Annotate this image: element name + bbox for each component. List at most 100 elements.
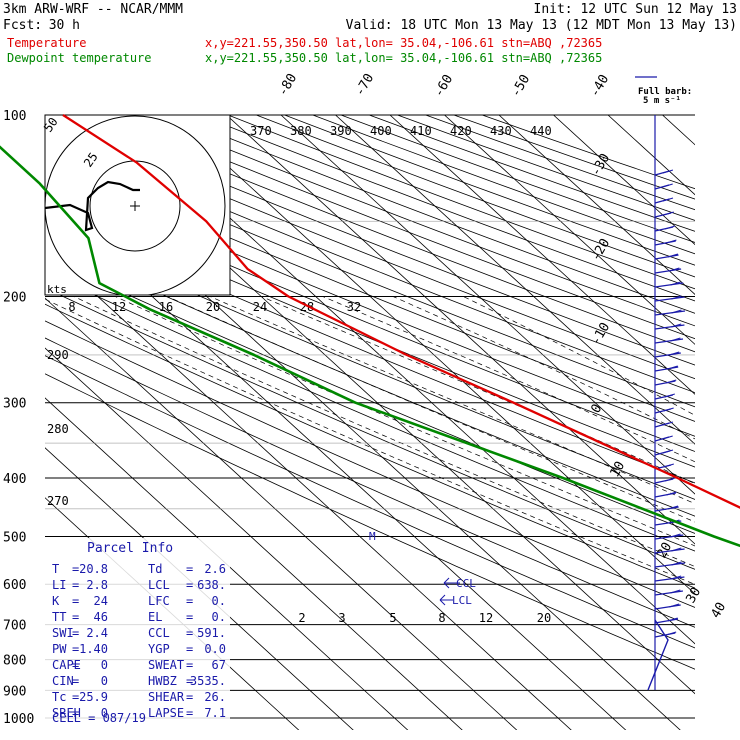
parcel-param-eq: = [186, 610, 193, 624]
parcel-param-eq: = [72, 562, 79, 576]
isotherm-label: -50 [508, 72, 533, 100]
ccl-label: CCL [456, 577, 476, 590]
parcel-param-eq: = [72, 626, 79, 640]
pressure-tick-label: 1000 [3, 712, 34, 727]
moist-adiabat-line [73, 296, 695, 567]
theta-label: 420 [450, 124, 472, 138]
dry-adiabat-line [45, 226, 695, 500]
wind-barb-flag [664, 225, 676, 230]
pressure-tick-label: 300 [3, 397, 26, 412]
wind-barb [654, 310, 686, 316]
parcel-param-eq: = [186, 578, 193, 592]
dry-adiabat-line [45, 256, 695, 534]
dry-adiabat-line [45, 212, 695, 484]
wind-barb-flag [664, 393, 675, 398]
isotherm-line [171, 115, 695, 595]
pressure-tick-label: 500 [3, 530, 26, 545]
theta-label: 390 [330, 124, 352, 138]
parcel-param-label: K [52, 594, 60, 608]
pressure-tick-label: 900 [3, 684, 26, 699]
forecast-hour: 30 h [49, 18, 80, 33]
pressure-tick-label: 600 [3, 578, 26, 593]
parcel-param-value: 0. [212, 610, 226, 624]
theta-label: 380 [290, 124, 312, 138]
theta-label: 270 [47, 494, 69, 508]
wind-barb [654, 268, 682, 274]
speed-label: 24 [253, 300, 267, 314]
wind-barb-flag [666, 491, 677, 496]
parcel-param-value: 2.8 [86, 578, 108, 592]
legend-temperature-info: x,y=221.55,350.50 lat,lon= 35.04,-106.61… [205, 36, 602, 50]
parcel-param-value: 7.1 [204, 706, 226, 720]
wind-barb [654, 590, 684, 596]
dry-adiabat-line [45, 303, 695, 589]
dry-adiabat-line [425, 115, 695, 211]
parcel-param-label: SREH [52, 706, 81, 720]
parcel-param-value: 0 [101, 674, 108, 688]
pressure-tick-label: 200 [3, 291, 26, 306]
ccl-marker: CCL [443, 577, 476, 590]
wind-barb-flag [671, 547, 682, 552]
parcel-param-value: 0 [101, 658, 108, 672]
wind-barb-flag [670, 589, 681, 594]
mixing-ratio-label: 5 [389, 611, 396, 625]
wind-barb-flag [669, 351, 680, 356]
temperature-profile [62, 114, 740, 509]
isotherm-line [553, 115, 695, 246]
speed-label: 32 [347, 300, 361, 314]
init-time: Init: 12 UTC Sun 12 May 13 [534, 2, 738, 17]
wind-barb [654, 324, 685, 330]
dry-adiabat-line [45, 337, 695, 628]
mixing-ratio-label: 3 [338, 611, 345, 625]
parcel-param-eq: = [72, 642, 79, 656]
parcel-param-eq: = [72, 610, 79, 624]
wind-key-title: Full barb: [638, 87, 692, 97]
theta-label: 370 [250, 124, 272, 138]
parcel-param-eq: = [186, 626, 193, 640]
theta-labels: 370 380 390 400 410 420 430 440 290 280 270 [47, 124, 552, 508]
parcel-param-eq: = [186, 706, 193, 720]
dry-adiabat-line [58, 115, 695, 366]
parcel-param-value: 591. [197, 626, 226, 640]
wind-barb [654, 296, 685, 302]
mixing-ratio-label: 12 [479, 611, 493, 625]
mixing-ratio-label: 8 [438, 611, 445, 625]
wind-barb-flag [670, 281, 681, 286]
wind-barb [654, 562, 686, 568]
wind-barb-flag [662, 197, 674, 202]
isotherm-line [389, 115, 695, 395]
isotherm-label: 40 [708, 600, 729, 621]
isotherm-line [45, 397, 409, 730]
parcel-param-label: LFC [148, 594, 170, 608]
dry-adiabat-line [45, 145, 695, 408]
parcel-param-eq: = [186, 642, 193, 656]
theta-label: 290 [47, 348, 69, 362]
dry-adiabat-line [369, 115, 695, 232]
speed-label: 16 [159, 300, 173, 314]
isotherm-label: -60 [431, 72, 456, 100]
mixing-ratio-label: 2 [298, 611, 305, 625]
parcel-param-eq: = [72, 594, 79, 608]
legend-dewpoint-label: Dewpoint temperature [7, 51, 152, 65]
parcel-param-label: LI [52, 578, 66, 592]
dry-adiabat-line [45, 355, 695, 649]
wind-barb-flag [671, 295, 682, 300]
mixing-ratio-labels: 2 3 5 8 12 20 [298, 611, 551, 625]
wind-barb [654, 338, 684, 344]
wind-barb [654, 618, 679, 624]
parcel-param-eq: = [186, 562, 193, 576]
parcel-param-label: SWI [52, 626, 74, 640]
parcel-param-eq: = [72, 674, 79, 688]
speed-label: 12 [112, 300, 126, 314]
parcel-param-label: CAPE [52, 658, 81, 672]
valid-time: Valid: 18 UTC Mon 13 May 13 (12 MDT Mon … [346, 18, 737, 33]
legend-dewpoint-info: x,y=221.55,350.50 lat,lon= 35.04,-106.61… [205, 51, 602, 65]
wind-barb [654, 548, 685, 554]
parcel-param-value: 25.9 [79, 690, 108, 704]
parcel-param-label: EL [148, 610, 162, 624]
model-title: 3km ARW-WRF -- NCAR/MMM [3, 2, 183, 17]
dry-adiabat-line [45, 120, 695, 380]
wind-barb [654, 534, 684, 540]
parcel-param-value: 1.40 [79, 642, 108, 656]
dry-adiabat-line [45, 287, 695, 570]
